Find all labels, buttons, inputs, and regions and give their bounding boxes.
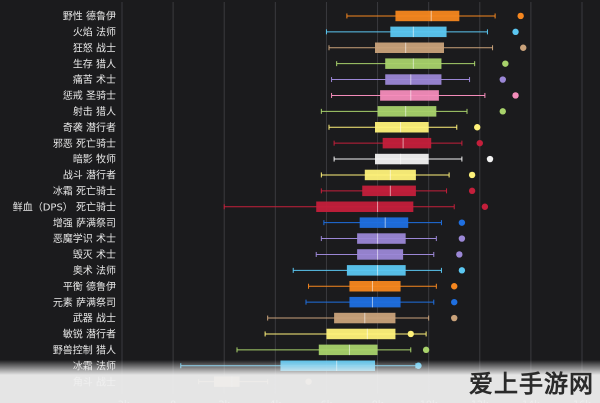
box — [382, 137, 432, 149]
outlier-point — [456, 251, 463, 258]
box-group — [331, 74, 506, 85]
outlier-point — [458, 267, 466, 274]
box — [375, 42, 444, 53]
outlier-point — [451, 283, 458, 290]
box — [346, 265, 406, 276]
category-label: 狂怒 战士 — [73, 41, 116, 54]
box — [380, 90, 439, 101]
category-label: 元素 萨满祭司 — [53, 296, 116, 309]
outlier-point — [512, 92, 519, 99]
category-label: 暗影 牧师 — [73, 153, 116, 166]
box-group — [328, 122, 481, 133]
category-label: 痛苦 术士 — [73, 73, 116, 86]
box-group — [320, 233, 466, 244]
outlier-point — [458, 219, 466, 226]
category-label: 惩戒 圣骑士 — [63, 89, 116, 102]
box-group — [346, 10, 524, 22]
outlier-point — [451, 298, 458, 306]
box — [357, 249, 404, 260]
box-group — [223, 201, 489, 212]
outlier-point — [476, 139, 483, 147]
outlier-point — [407, 330, 414, 338]
outlier-point — [468, 171, 476, 179]
box-group — [320, 185, 476, 197]
category-label: 毁灭 术士 — [73, 248, 116, 261]
outlier-point — [499, 108, 506, 115]
outlier-point — [468, 187, 476, 195]
box — [318, 344, 378, 356]
category-label: 战斗 潜行者 — [63, 169, 116, 182]
box-group — [308, 281, 458, 292]
category-label: 冰霜 死亡骑士 — [53, 184, 116, 197]
box — [326, 328, 396, 340]
outlier-point — [499, 76, 506, 83]
outlier-point — [481, 203, 489, 210]
category-label: 射击 猎人 — [73, 105, 116, 118]
box — [385, 74, 442, 85]
outlier-point — [517, 12, 524, 20]
box-group — [264, 328, 427, 340]
box — [349, 281, 401, 292]
outlier-point — [486, 155, 494, 163]
box-group — [336, 58, 509, 69]
outlier-point — [451, 314, 458, 322]
box — [395, 10, 460, 22]
category-label: 奥术 法师 — [73, 264, 116, 277]
box-group — [236, 344, 430, 356]
box — [377, 106, 437, 117]
category-label: 鲜血（DPS） 死亡骑士 — [13, 200, 116, 213]
outlier-point — [512, 28, 519, 36]
box-group — [267, 312, 458, 324]
box-group — [328, 42, 527, 53]
category-label: 武器 战士 — [73, 312, 116, 325]
outlier-point — [422, 346, 430, 354]
outlier-point — [458, 235, 466, 242]
category-label: 平衡 德鲁伊 — [63, 280, 116, 293]
box-group — [315, 249, 463, 260]
box-group — [333, 137, 483, 149]
category-label: 生存 猎人 — [73, 57, 116, 70]
box-group — [320, 169, 476, 181]
outlier-point — [520, 44, 527, 51]
box-group — [323, 217, 466, 228]
box-series — [180, 10, 527, 387]
box — [316, 201, 414, 212]
box-group — [331, 90, 519, 101]
box — [362, 185, 416, 197]
category-label: 敏锐 潜行者 — [63, 328, 116, 341]
box — [375, 122, 429, 133]
category-label: 增强 萨满祭司 — [53, 216, 116, 229]
watermark-band — [0, 360, 600, 403]
outlier-point — [474, 124, 481, 131]
box-group — [305, 296, 458, 308]
box-group — [325, 26, 519, 38]
category-label: 野兽控制 猎人 — [53, 343, 116, 356]
box-group — [292, 265, 466, 276]
box — [359, 217, 409, 228]
category-label: 火焰 法师 — [73, 25, 116, 38]
box — [357, 233, 406, 244]
box — [375, 153, 429, 165]
category-label: 奇袭 潜行者 — [63, 121, 116, 134]
box — [390, 26, 447, 38]
box — [349, 296, 401, 308]
category-label: 野性 德鲁伊 — [63, 10, 116, 23]
category-label: 邪恶 死亡骑士 — [53, 137, 116, 150]
watermark-logo: 爱上手游网 — [469, 370, 594, 398]
outlier-point — [502, 60, 509, 67]
box-group — [333, 153, 494, 165]
box-group — [320, 106, 506, 117]
category-label: 恶魔学识 术士 — [53, 232, 116, 245]
